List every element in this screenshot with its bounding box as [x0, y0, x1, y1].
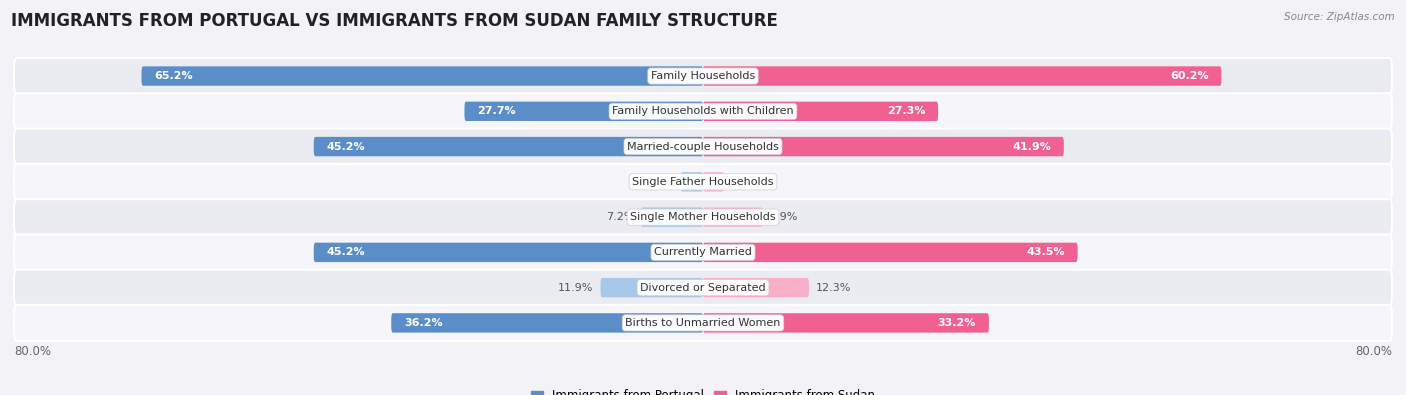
FancyBboxPatch shape	[703, 243, 1077, 262]
FancyBboxPatch shape	[703, 137, 1064, 156]
FancyBboxPatch shape	[14, 234, 1392, 270]
Text: 2.6%: 2.6%	[645, 177, 673, 187]
FancyBboxPatch shape	[314, 137, 703, 156]
Legend: Immigrants from Portugal, Immigrants from Sudan: Immigrants from Portugal, Immigrants fro…	[526, 384, 880, 395]
Text: 65.2%: 65.2%	[155, 71, 193, 81]
Text: 27.7%: 27.7%	[478, 106, 516, 116]
FancyBboxPatch shape	[142, 66, 703, 86]
Text: 41.9%: 41.9%	[1012, 141, 1050, 152]
Text: Single Father Households: Single Father Households	[633, 177, 773, 187]
Text: Single Mother Households: Single Mother Households	[630, 212, 776, 222]
Text: Family Households with Children: Family Households with Children	[612, 106, 794, 116]
FancyBboxPatch shape	[703, 172, 724, 192]
FancyBboxPatch shape	[391, 313, 703, 333]
Text: 80.0%: 80.0%	[1355, 345, 1392, 358]
FancyBboxPatch shape	[314, 243, 703, 262]
Text: 60.2%: 60.2%	[1170, 71, 1209, 81]
FancyBboxPatch shape	[14, 305, 1392, 341]
Text: 43.5%: 43.5%	[1026, 247, 1064, 258]
FancyBboxPatch shape	[703, 102, 938, 121]
FancyBboxPatch shape	[14, 58, 1392, 94]
Text: 11.9%: 11.9%	[558, 283, 593, 293]
FancyBboxPatch shape	[14, 199, 1392, 235]
FancyBboxPatch shape	[703, 278, 808, 297]
Text: Divorced or Separated: Divorced or Separated	[640, 283, 766, 293]
Text: Source: ZipAtlas.com: Source: ZipAtlas.com	[1284, 12, 1395, 22]
FancyBboxPatch shape	[703, 207, 762, 227]
FancyBboxPatch shape	[14, 93, 1392, 129]
Text: Births to Unmarried Women: Births to Unmarried Women	[626, 318, 780, 328]
FancyBboxPatch shape	[464, 102, 703, 121]
Text: 27.3%: 27.3%	[887, 106, 925, 116]
FancyBboxPatch shape	[703, 66, 1222, 86]
Text: 2.4%: 2.4%	[731, 177, 759, 187]
Text: 45.2%: 45.2%	[326, 141, 366, 152]
Text: 6.9%: 6.9%	[769, 212, 797, 222]
Text: IMMIGRANTS FROM PORTUGAL VS IMMIGRANTS FROM SUDAN FAMILY STRUCTURE: IMMIGRANTS FROM PORTUGAL VS IMMIGRANTS F…	[11, 12, 778, 30]
Text: 12.3%: 12.3%	[815, 283, 851, 293]
FancyBboxPatch shape	[681, 172, 703, 192]
Text: 80.0%: 80.0%	[14, 345, 51, 358]
FancyBboxPatch shape	[703, 313, 988, 333]
FancyBboxPatch shape	[14, 129, 1392, 165]
Text: 36.2%: 36.2%	[404, 318, 443, 328]
Text: 45.2%: 45.2%	[326, 247, 366, 258]
FancyBboxPatch shape	[600, 278, 703, 297]
Text: Family Households: Family Households	[651, 71, 755, 81]
FancyBboxPatch shape	[14, 270, 1392, 306]
Text: 33.2%: 33.2%	[938, 318, 976, 328]
Text: 7.2%: 7.2%	[606, 212, 634, 222]
Text: Currently Married: Currently Married	[654, 247, 752, 258]
FancyBboxPatch shape	[14, 164, 1392, 200]
Text: Married-couple Households: Married-couple Households	[627, 141, 779, 152]
FancyBboxPatch shape	[641, 207, 703, 227]
